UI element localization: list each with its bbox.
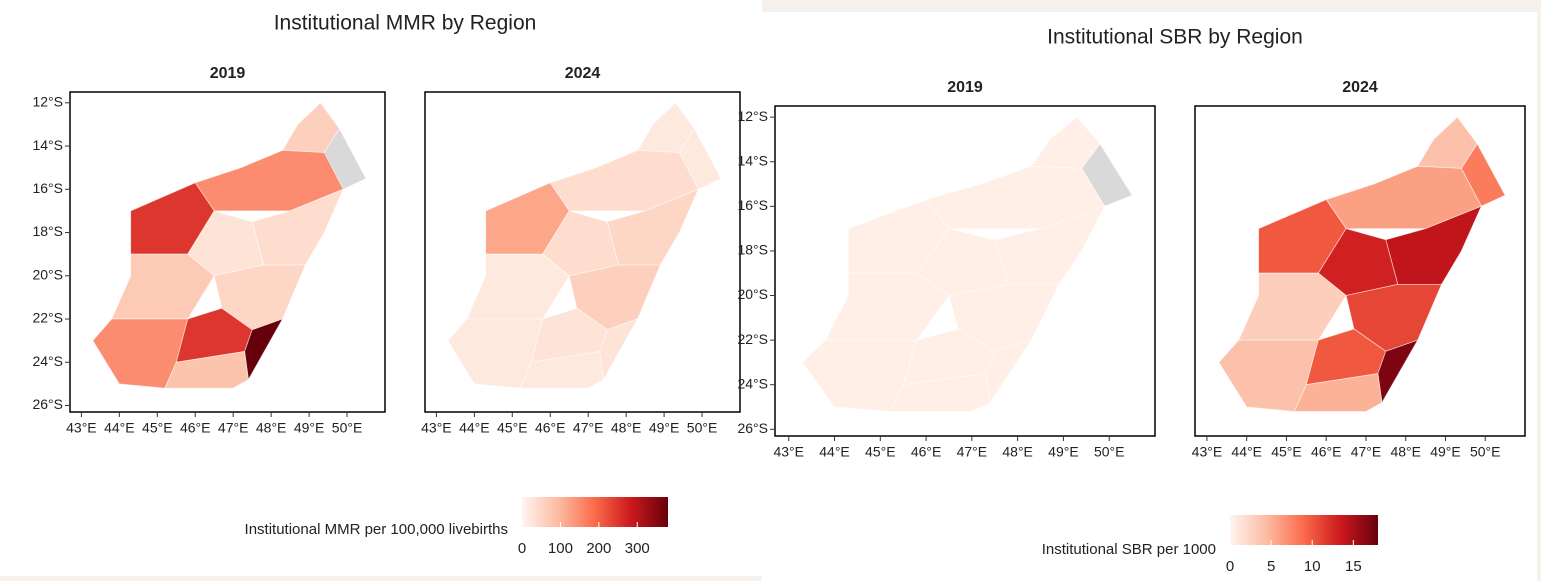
x-tick-label: 44°E bbox=[459, 420, 490, 436]
map-title: 2024 bbox=[565, 65, 601, 82]
x-tick-label: 50°E bbox=[1470, 444, 1501, 460]
region bbox=[925, 165, 1106, 229]
legend-tick-label: 15 bbox=[1345, 558, 1362, 575]
y-tick-label: 18°S bbox=[32, 223, 63, 239]
map-title: 2019 bbox=[210, 65, 246, 82]
x-tick-label: 46°E bbox=[911, 444, 942, 460]
x-tick-label: 43°E bbox=[66, 420, 97, 436]
x-tick-label: 46°E bbox=[180, 420, 211, 436]
x-tick-label: 45°E bbox=[865, 444, 896, 460]
panel-title: Institutional MMR by Region bbox=[274, 12, 537, 35]
map-title: 2024 bbox=[1342, 79, 1378, 96]
y-tick-label: 18°S bbox=[737, 242, 768, 258]
legend-tick-label: 0 bbox=[1226, 558, 1234, 575]
x-tick-label: 43°E bbox=[773, 444, 804, 460]
x-tick-label: 46°E bbox=[535, 420, 566, 436]
x-tick-label: 47°E bbox=[573, 420, 604, 436]
x-tick-label: 48°E bbox=[256, 420, 287, 436]
x-tick-label: 45°E bbox=[1271, 444, 1302, 460]
legend-tick-label: 0 bbox=[518, 540, 526, 557]
x-tick-label: 50°E bbox=[687, 420, 718, 436]
legend-tick-label: 100 bbox=[548, 540, 573, 557]
y-tick-label: 22°S bbox=[32, 310, 63, 326]
region bbox=[164, 351, 249, 389]
panel-title: Institutional SBR by Region bbox=[1047, 26, 1303, 49]
legend-tick-label: 300 bbox=[625, 540, 650, 557]
x-tick-label: 45°E bbox=[142, 420, 173, 436]
x-tick-label: 50°E bbox=[1094, 444, 1125, 460]
y-tick-label: 20°S bbox=[737, 286, 768, 302]
region bbox=[1325, 165, 1482, 229]
x-tick-label: 48°E bbox=[1390, 444, 1421, 460]
y-tick-label: 12°S bbox=[737, 108, 768, 124]
x-tick-label: 50°E bbox=[332, 420, 363, 436]
region bbox=[549, 149, 699, 212]
y-tick-label: 24°S bbox=[32, 353, 63, 369]
y-tick-label: 26°S bbox=[737, 420, 768, 436]
x-tick-label: 44°E bbox=[1231, 444, 1262, 460]
x-tick-label: 47°E bbox=[1351, 444, 1382, 460]
legend-title: Institutional SBR per 1000 bbox=[1042, 541, 1216, 558]
x-tick-label: 48°E bbox=[1002, 444, 1033, 460]
x-tick-label: 48°E bbox=[611, 420, 642, 436]
x-tick-label: 49°E bbox=[1430, 444, 1461, 460]
legend-bar bbox=[1230, 515, 1378, 545]
legend-tick-label: 10 bbox=[1304, 558, 1321, 575]
x-tick-label: 44°E bbox=[104, 420, 135, 436]
legend-tick-label: 5 bbox=[1267, 558, 1275, 575]
y-tick-label: 12°S bbox=[32, 94, 63, 110]
region bbox=[519, 351, 604, 389]
y-tick-label: 22°S bbox=[737, 331, 768, 347]
x-tick-label: 47°E bbox=[957, 444, 988, 460]
x-tick-label: 45°E bbox=[497, 420, 528, 436]
region bbox=[888, 373, 991, 412]
map-title: 2019 bbox=[947, 79, 983, 96]
y-tick-label: 16°S bbox=[32, 180, 63, 196]
y-tick-label: 20°S bbox=[32, 266, 63, 282]
x-tick-label: 49°E bbox=[1048, 444, 1079, 460]
legend-tick-label: 200 bbox=[586, 540, 611, 557]
region bbox=[194, 149, 344, 212]
x-tick-label: 43°E bbox=[1192, 444, 1223, 460]
y-tick-label: 14°S bbox=[32, 137, 63, 153]
x-tick-label: 49°E bbox=[294, 420, 325, 436]
y-tick-label: 16°S bbox=[737, 197, 768, 213]
x-tick-label: 44°E bbox=[819, 444, 850, 460]
y-tick-label: 24°S bbox=[737, 375, 768, 391]
x-tick-label: 43°E bbox=[421, 420, 452, 436]
legend-bar bbox=[522, 497, 668, 527]
y-tick-label: 14°S bbox=[737, 152, 768, 168]
legend-title: Institutional MMR per 100,000 livebirths bbox=[245, 521, 508, 538]
y-tick-label: 26°S bbox=[32, 396, 63, 412]
x-tick-label: 46°E bbox=[1311, 444, 1342, 460]
x-tick-label: 47°E bbox=[218, 420, 249, 436]
region bbox=[1293, 373, 1383, 412]
x-tick-label: 49°E bbox=[649, 420, 680, 436]
